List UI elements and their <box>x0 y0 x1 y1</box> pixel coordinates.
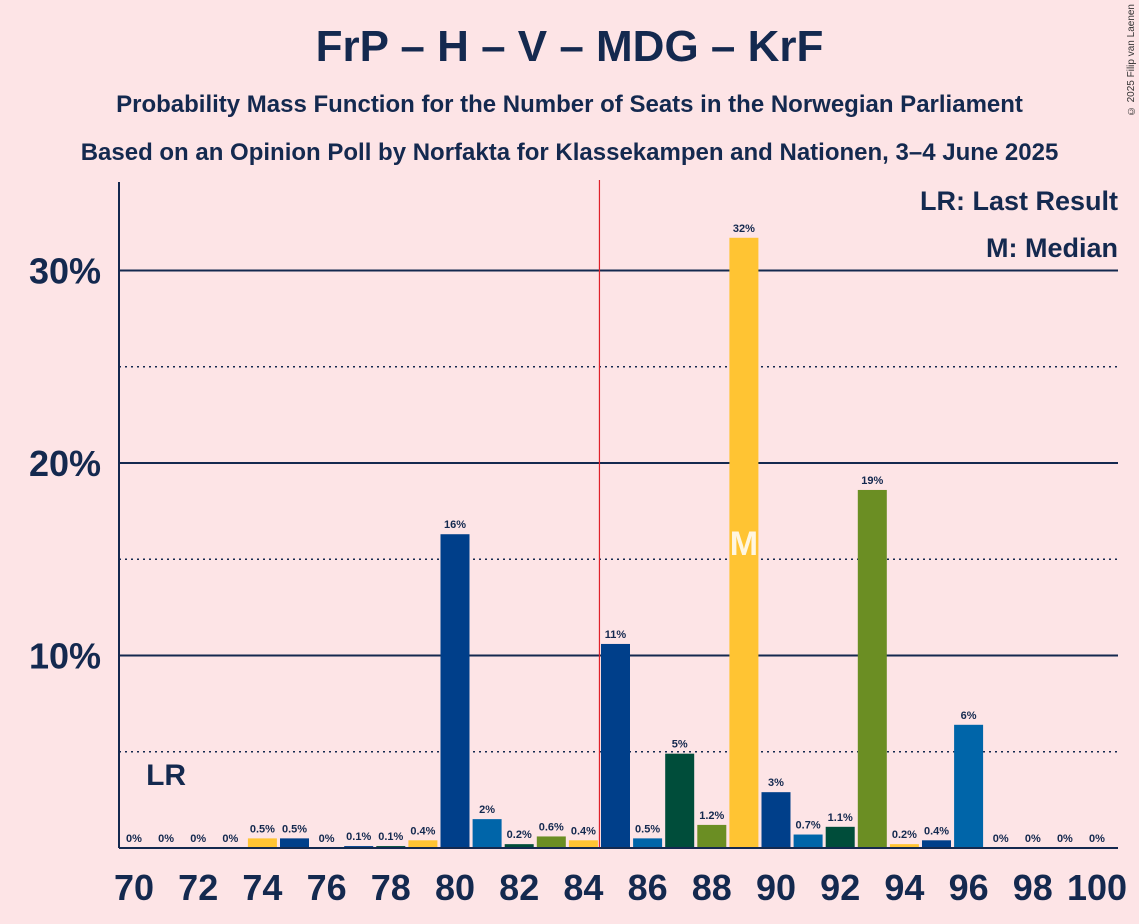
x-tick-label-92: 92 <box>820 867 860 908</box>
data-label-90: 3% <box>768 777 784 789</box>
bar-85 <box>601 643 630 848</box>
x-tick-label-72: 72 <box>178 867 218 908</box>
data-label-85: 11% <box>605 629 627 641</box>
x-tick-label-86: 86 <box>628 867 668 908</box>
data-label-73: 0% <box>222 833 238 845</box>
x-tick-label-82: 82 <box>499 867 539 908</box>
data-label-72: 0% <box>190 833 206 845</box>
x-tick-label-76: 76 <box>307 867 347 908</box>
data-label-83: 0.6% <box>539 821 564 833</box>
data-label-96: 6% <box>961 710 977 722</box>
x-tick-label-98: 98 <box>1013 867 1053 908</box>
x-tick-label-78: 78 <box>371 867 411 908</box>
x-tick-label-100: 100 <box>1067 867 1127 908</box>
bar-88 <box>697 824 727 848</box>
x-tick-label-88: 88 <box>692 867 732 908</box>
data-label-99: 0% <box>1057 833 1073 845</box>
median-marker: M <box>730 525 758 563</box>
data-label-70: 0% <box>126 833 142 845</box>
data-label-71: 0% <box>158 833 174 845</box>
chart-subtitle: Probability Mass Function for the Number… <box>116 91 1023 118</box>
y-tick-label-20: 20% <box>29 443 101 484</box>
bar-82 <box>504 844 534 848</box>
data-label-92: 1.1% <box>828 812 853 824</box>
data-label-77: 0.1% <box>346 831 371 843</box>
bar-89 <box>729 237 759 848</box>
x-tick-label-70: 70 <box>114 867 154 908</box>
bar-96 <box>954 724 984 848</box>
x-tick-label-94: 94 <box>884 867 924 908</box>
data-label-86: 0.5% <box>635 823 660 835</box>
bar-87 <box>665 753 695 848</box>
x-tick-label-80: 80 <box>435 867 475 908</box>
data-label-87: 5% <box>672 739 688 751</box>
data-label-88: 1.2% <box>699 810 724 822</box>
data-label-98: 0% <box>1025 833 1041 845</box>
data-label-91: 0.7% <box>796 820 821 832</box>
data-label-93: 19% <box>861 475 883 487</box>
bar-80 <box>440 534 470 848</box>
bar-86 <box>633 838 663 848</box>
data-label-74: 0.5% <box>250 823 275 835</box>
y-tick-label-10: 10% <box>29 636 101 677</box>
data-label-78: 0.1% <box>378 831 403 843</box>
data-label-76: 0% <box>319 833 335 845</box>
data-label-97: 0% <box>993 833 1009 845</box>
x-tick-label-96: 96 <box>949 867 989 908</box>
last-result-marker: LR <box>146 759 186 792</box>
bar-75 <box>280 838 309 848</box>
data-label-89: 32% <box>733 223 755 235</box>
bar-91 <box>793 834 823 848</box>
data-label-79: 0.4% <box>410 825 435 837</box>
x-tick-label-90: 90 <box>756 867 796 908</box>
data-label-80: 16% <box>444 519 466 531</box>
bar-95 <box>922 840 951 848</box>
bar-81 <box>472 819 502 848</box>
chart-title: FrP – H – V – MDG – KrF <box>315 22 824 71</box>
legend-last-result: LR: Last Result <box>920 186 1118 216</box>
bar-79 <box>408 840 438 848</box>
data-label-82: 0.2% <box>507 829 532 841</box>
legend-median: M: Median <box>986 233 1118 263</box>
bar-83 <box>536 836 566 848</box>
data-label-84: 0.4% <box>571 825 596 837</box>
bar-84 <box>568 840 598 848</box>
data-label-100: 0% <box>1089 833 1105 845</box>
bar-94 <box>889 844 919 848</box>
chart-source-subtitle: Based on an Opinion Poll by Norfakta for… <box>80 139 1059 166</box>
data-label-81: 2% <box>479 804 495 816</box>
x-tick-label-84: 84 <box>563 867 603 908</box>
bar-90 <box>761 792 791 848</box>
bar-92 <box>825 826 855 848</box>
bar-93 <box>857 489 887 848</box>
bar-74 <box>247 838 277 848</box>
x-tick-label-74: 74 <box>242 867 282 908</box>
y-tick-label-30: 30% <box>29 251 101 292</box>
data-label-94: 0.2% <box>892 829 917 841</box>
data-label-75: 0.5% <box>282 823 307 835</box>
data-label-95: 0.4% <box>924 825 949 837</box>
